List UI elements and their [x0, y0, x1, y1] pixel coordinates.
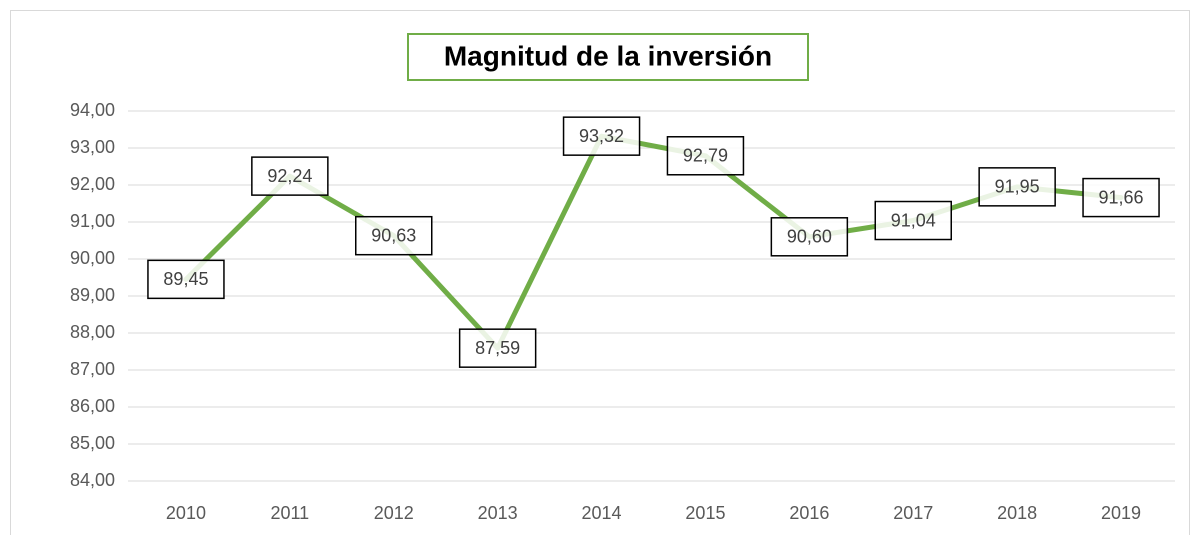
x-tick-label: 2016: [789, 503, 829, 523]
y-tick-label: 89,00: [70, 285, 115, 305]
x-tick-label: 2019: [1101, 503, 1141, 523]
data-label: 87,59: [475, 338, 520, 358]
x-tick-label: 2017: [893, 503, 933, 523]
y-tick-label: 93,00: [70, 137, 115, 157]
y-tick-label: 90,00: [70, 248, 115, 268]
y-tick-label: 86,00: [70, 396, 115, 416]
data-label-box: [355, 215, 433, 256]
data-label-box: [978, 167, 1056, 207]
x-tick-label: 2013: [478, 503, 518, 523]
y-tick-label: 88,00: [70, 322, 115, 342]
data-label-box: [458, 328, 537, 368]
data-label: 90,63: [371, 225, 416, 245]
x-tick-label: 2011: [270, 503, 309, 523]
y-tick-label: 92,00: [70, 174, 115, 194]
chart-title: Magnitud de la inversión: [444, 40, 772, 71]
data-label: 89,45: [163, 269, 208, 289]
y-tick-label: 85,00: [70, 433, 115, 453]
data-label-box: [562, 116, 641, 156]
data-label-box: [666, 136, 745, 176]
data-label-box: [147, 259, 225, 300]
title-box: [407, 33, 809, 81]
data-label: 92,79: [683, 146, 728, 166]
x-tick-label: 2014: [582, 503, 622, 523]
x-tick-label: 2015: [685, 503, 725, 523]
data-label-box: [1082, 177, 1160, 218]
y-tick-label: 84,00: [70, 470, 115, 490]
data-label: 91,95: [995, 177, 1040, 197]
data-line: [183, 133, 1124, 351]
x-tick-label: 2012: [374, 503, 414, 523]
data-label-box: [251, 156, 329, 196]
y-tick-label: 87,00: [70, 359, 115, 379]
data-label: 93,32: [579, 126, 624, 146]
data-label: 91,04: [891, 210, 936, 230]
data-label: 90,60: [787, 227, 832, 247]
data-label-box: [770, 217, 849, 257]
data-label-box: [874, 200, 952, 241]
x-tick-label: 2010: [166, 503, 206, 523]
y-tick-label: 94,00: [70, 100, 115, 120]
data-label: 91,66: [1099, 187, 1144, 207]
x-tick-label: 2018: [997, 503, 1037, 523]
y-tick-label: 91,00: [70, 211, 115, 231]
data-label: 92,24: [267, 166, 312, 186]
